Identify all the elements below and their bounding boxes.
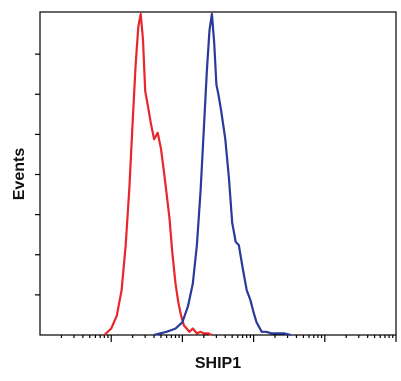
histogram-series-2 (153, 12, 291, 337)
y-axis-label: Events (11, 148, 28, 201)
histogram-series-1 (103, 12, 213, 337)
x-axis-label: SHIP1 (195, 355, 241, 372)
y-axis-ticks (35, 53, 40, 296)
x-axis-ticks (60, 335, 397, 342)
series-layer (103, 12, 291, 337)
plot-frame (39, 11, 397, 336)
plot-area (35, 11, 397, 342)
